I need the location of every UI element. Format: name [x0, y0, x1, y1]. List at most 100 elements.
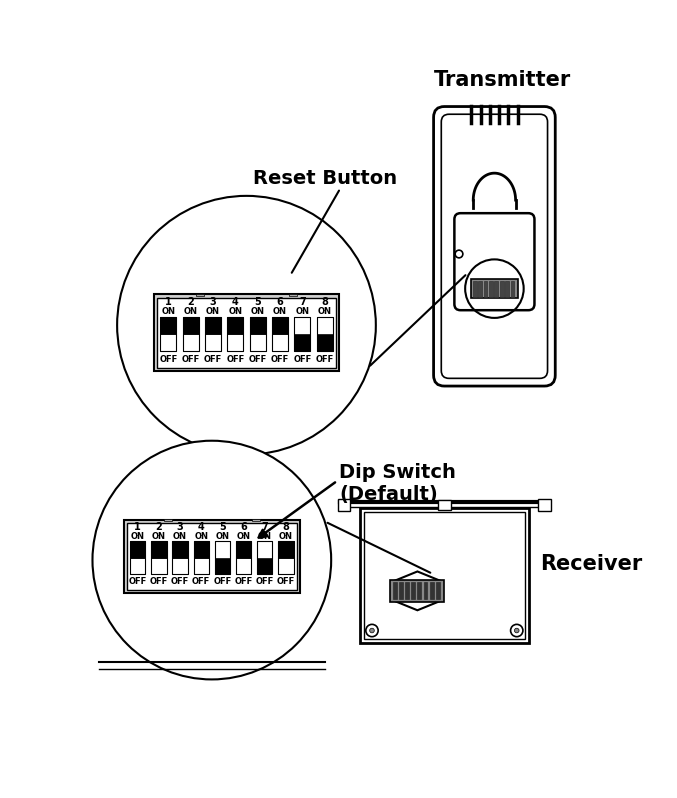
Bar: [151, 542, 167, 574]
Text: OFF: OFF: [171, 577, 189, 587]
Text: ON: ON: [318, 307, 332, 316]
Bar: [130, 542, 146, 574]
Circle shape: [366, 624, 378, 637]
Bar: [130, 542, 146, 558]
Bar: [196, 294, 204, 296]
Bar: [471, 279, 519, 298]
Bar: [154, 294, 339, 371]
Text: 4: 4: [232, 298, 239, 307]
Text: OFF: OFF: [293, 355, 311, 365]
Bar: [160, 318, 177, 351]
Bar: [250, 318, 265, 334]
Text: 2: 2: [156, 523, 162, 532]
FancyBboxPatch shape: [433, 107, 555, 386]
Text: OFF: OFF: [150, 577, 168, 587]
Bar: [272, 318, 288, 351]
Bar: [183, 318, 198, 351]
Text: OFF: OFF: [129, 577, 147, 587]
Bar: [294, 318, 310, 351]
Text: OFF: OFF: [204, 355, 222, 365]
Bar: [236, 558, 251, 574]
Bar: [418, 583, 421, 599]
Text: 5: 5: [219, 523, 226, 532]
Bar: [317, 334, 332, 351]
Text: 3: 3: [210, 298, 217, 307]
Text: 7: 7: [261, 523, 268, 532]
Bar: [494, 281, 498, 297]
Bar: [278, 542, 294, 558]
Circle shape: [515, 628, 519, 633]
Bar: [124, 519, 300, 593]
Bar: [538, 499, 550, 512]
Polygon shape: [393, 571, 441, 610]
Text: OFF: OFF: [213, 577, 232, 587]
Bar: [157, 298, 336, 369]
Bar: [236, 542, 251, 558]
Bar: [127, 523, 297, 590]
Text: ON: ON: [173, 531, 187, 541]
Bar: [227, 318, 243, 351]
Bar: [252, 519, 259, 521]
Text: OFF: OFF: [256, 577, 274, 587]
Circle shape: [93, 440, 331, 679]
Bar: [473, 281, 477, 297]
Text: ON: ON: [215, 531, 230, 541]
Bar: [500, 281, 504, 297]
Bar: [205, 318, 221, 334]
Bar: [278, 558, 294, 574]
Bar: [489, 281, 493, 297]
Text: OFF: OFF: [226, 355, 244, 365]
Bar: [236, 542, 251, 574]
Text: Receiver: Receiver: [541, 554, 643, 574]
Text: ON: ON: [295, 307, 309, 316]
Bar: [391, 580, 444, 602]
Text: OFF: OFF: [271, 355, 289, 365]
Bar: [364, 512, 525, 639]
Text: ON: ON: [258, 531, 271, 541]
Text: 7: 7: [299, 298, 306, 307]
Bar: [294, 334, 310, 351]
Bar: [317, 318, 332, 334]
Circle shape: [455, 250, 463, 258]
Bar: [399, 583, 403, 599]
Text: ON: ON: [206, 307, 220, 316]
Text: OFF: OFF: [248, 355, 267, 365]
Bar: [272, 334, 288, 351]
Text: 6: 6: [277, 298, 284, 307]
Bar: [257, 542, 272, 558]
Circle shape: [117, 196, 376, 455]
Text: OFF: OFF: [159, 355, 177, 365]
Text: Reset Button: Reset Button: [253, 169, 397, 188]
Bar: [505, 281, 509, 297]
Text: 8: 8: [282, 523, 289, 532]
Text: ON: ON: [279, 531, 293, 541]
Text: 3: 3: [177, 523, 183, 532]
Text: OFF: OFF: [315, 355, 334, 365]
Bar: [359, 508, 529, 643]
Bar: [393, 583, 397, 599]
Bar: [227, 334, 243, 351]
Bar: [478, 281, 482, 297]
Bar: [151, 542, 167, 558]
Bar: [250, 318, 265, 351]
Text: 4: 4: [198, 523, 204, 532]
Bar: [483, 281, 487, 297]
Text: 5: 5: [255, 298, 261, 307]
Bar: [205, 334, 221, 351]
Bar: [424, 583, 427, 599]
Text: ON: ON: [152, 531, 166, 541]
Bar: [173, 558, 188, 574]
Bar: [164, 519, 172, 521]
Bar: [160, 334, 177, 351]
Bar: [250, 334, 265, 351]
Bar: [430, 583, 433, 599]
Text: ON: ON: [228, 307, 242, 316]
Text: 6: 6: [240, 523, 247, 532]
Text: ON: ON: [250, 307, 265, 316]
Text: ON: ON: [273, 307, 287, 316]
Text: OFF: OFF: [234, 577, 253, 587]
Bar: [411, 583, 415, 599]
Bar: [194, 542, 209, 558]
Bar: [215, 542, 230, 574]
Bar: [173, 542, 188, 558]
